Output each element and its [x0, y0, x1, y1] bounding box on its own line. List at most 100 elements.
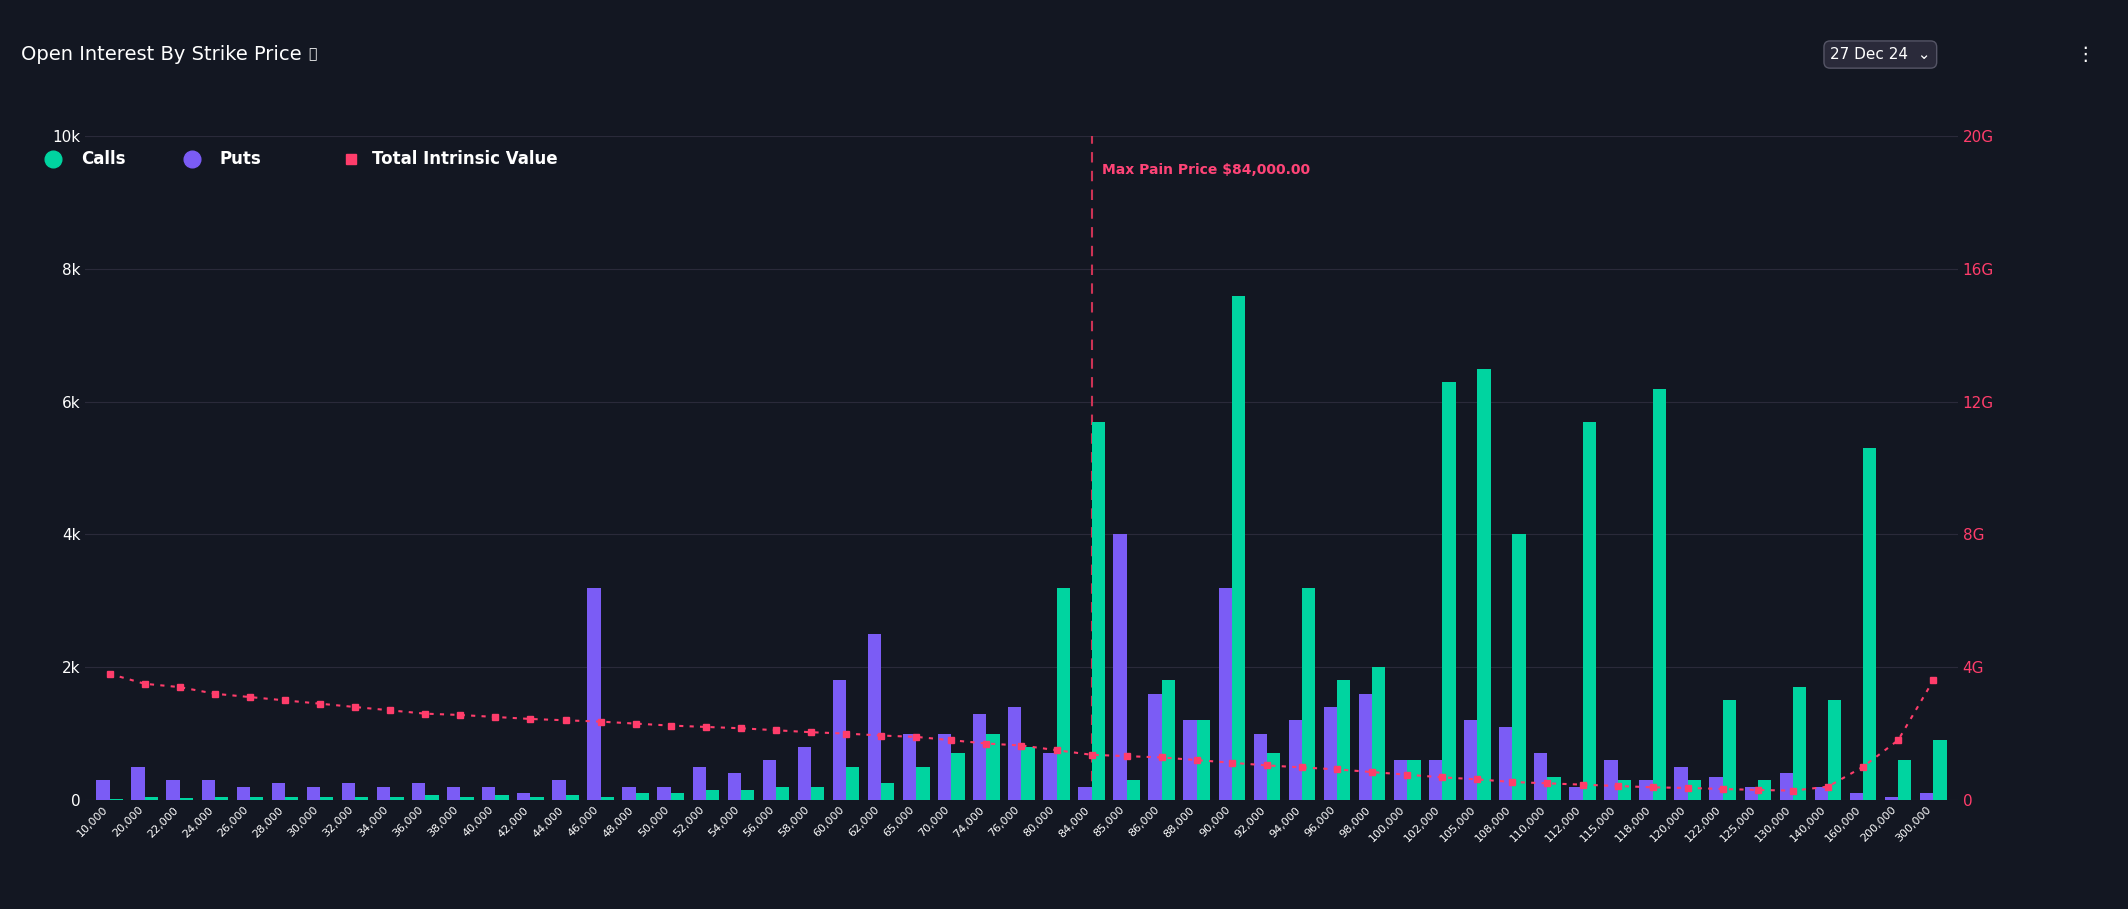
Bar: [868, 634, 881, 800]
Bar: [215, 796, 228, 800]
Bar: [377, 786, 389, 800]
Bar: [1324, 707, 1336, 800]
Bar: [1336, 681, 1351, 800]
Bar: [1498, 727, 1513, 800]
Bar: [1290, 720, 1302, 800]
Bar: [236, 786, 249, 800]
Bar: [202, 780, 215, 800]
Bar: [1815, 786, 1828, 800]
Bar: [1688, 780, 1700, 800]
Bar: [621, 786, 636, 800]
Bar: [483, 786, 496, 800]
Bar: [1583, 422, 1596, 800]
Bar: [917, 767, 930, 800]
Bar: [902, 734, 917, 800]
Bar: [1009, 707, 1021, 800]
Bar: [1885, 796, 1898, 800]
Bar: [1428, 760, 1443, 800]
Bar: [692, 767, 706, 800]
Bar: [389, 796, 404, 800]
Bar: [249, 796, 264, 800]
Bar: [1443, 382, 1456, 800]
Bar: [600, 796, 615, 800]
Bar: [728, 774, 741, 800]
Bar: [319, 796, 334, 800]
Bar: [972, 714, 987, 800]
Bar: [1675, 767, 1688, 800]
Bar: [413, 784, 426, 800]
Bar: [1360, 694, 1373, 800]
Bar: [762, 760, 777, 800]
Bar: [1709, 776, 1724, 800]
Bar: [1898, 760, 1911, 800]
Bar: [1568, 786, 1583, 800]
Bar: [1849, 794, 1864, 800]
Bar: [1162, 681, 1175, 800]
Bar: [426, 794, 438, 800]
Bar: [343, 784, 355, 800]
Bar: [1639, 780, 1653, 800]
Bar: [1232, 295, 1245, 800]
Bar: [285, 796, 298, 800]
Bar: [1092, 422, 1104, 800]
Bar: [798, 747, 811, 800]
Text: 27 Dec 24  ⌄: 27 Dec 24 ⌄: [1830, 47, 1930, 62]
Bar: [166, 780, 179, 800]
Bar: [951, 754, 964, 800]
Bar: [530, 796, 545, 800]
Bar: [517, 794, 530, 800]
Bar: [847, 767, 860, 800]
Bar: [1464, 720, 1477, 800]
Bar: [706, 790, 719, 800]
Bar: [1149, 694, 1162, 800]
Bar: [496, 794, 509, 800]
Bar: [566, 794, 579, 800]
Bar: [1919, 794, 1932, 800]
Bar: [1021, 747, 1034, 800]
Text: Max Pain Price $84,000.00: Max Pain Price $84,000.00: [1102, 163, 1311, 177]
Bar: [811, 786, 824, 800]
Bar: [636, 794, 649, 800]
Bar: [1407, 760, 1422, 800]
Bar: [1394, 760, 1407, 800]
Bar: [1043, 754, 1055, 800]
Bar: [355, 796, 368, 800]
Bar: [1617, 780, 1630, 800]
Bar: [1828, 700, 1841, 800]
Bar: [1605, 760, 1617, 800]
Bar: [1373, 667, 1385, 800]
Bar: [1477, 369, 1490, 800]
Bar: [1513, 534, 1526, 800]
Bar: [145, 796, 157, 800]
Bar: [1932, 740, 1947, 800]
Bar: [1745, 786, 1758, 800]
Bar: [553, 780, 566, 800]
Bar: [1864, 448, 1877, 800]
Bar: [832, 681, 847, 800]
Bar: [987, 734, 1000, 800]
Text: Calls: Calls: [81, 150, 126, 168]
Bar: [1219, 587, 1232, 800]
Text: ⋮: ⋮: [2075, 45, 2094, 64]
Bar: [179, 798, 194, 800]
Bar: [1794, 687, 1807, 800]
Bar: [1055, 587, 1070, 800]
Bar: [658, 786, 670, 800]
Bar: [741, 790, 753, 800]
Bar: [306, 786, 319, 800]
Bar: [1724, 700, 1736, 800]
Bar: [1253, 734, 1266, 800]
Bar: [1547, 776, 1560, 800]
Bar: [881, 784, 894, 800]
Bar: [587, 587, 600, 800]
Bar: [1113, 534, 1126, 800]
Text: ⓘ: ⓘ: [309, 47, 317, 62]
Bar: [447, 786, 460, 800]
Bar: [670, 794, 683, 800]
Bar: [1758, 780, 1770, 800]
Bar: [1196, 720, 1211, 800]
Bar: [938, 734, 951, 800]
Bar: [460, 796, 475, 800]
Bar: [1079, 786, 1092, 800]
Bar: [777, 786, 789, 800]
